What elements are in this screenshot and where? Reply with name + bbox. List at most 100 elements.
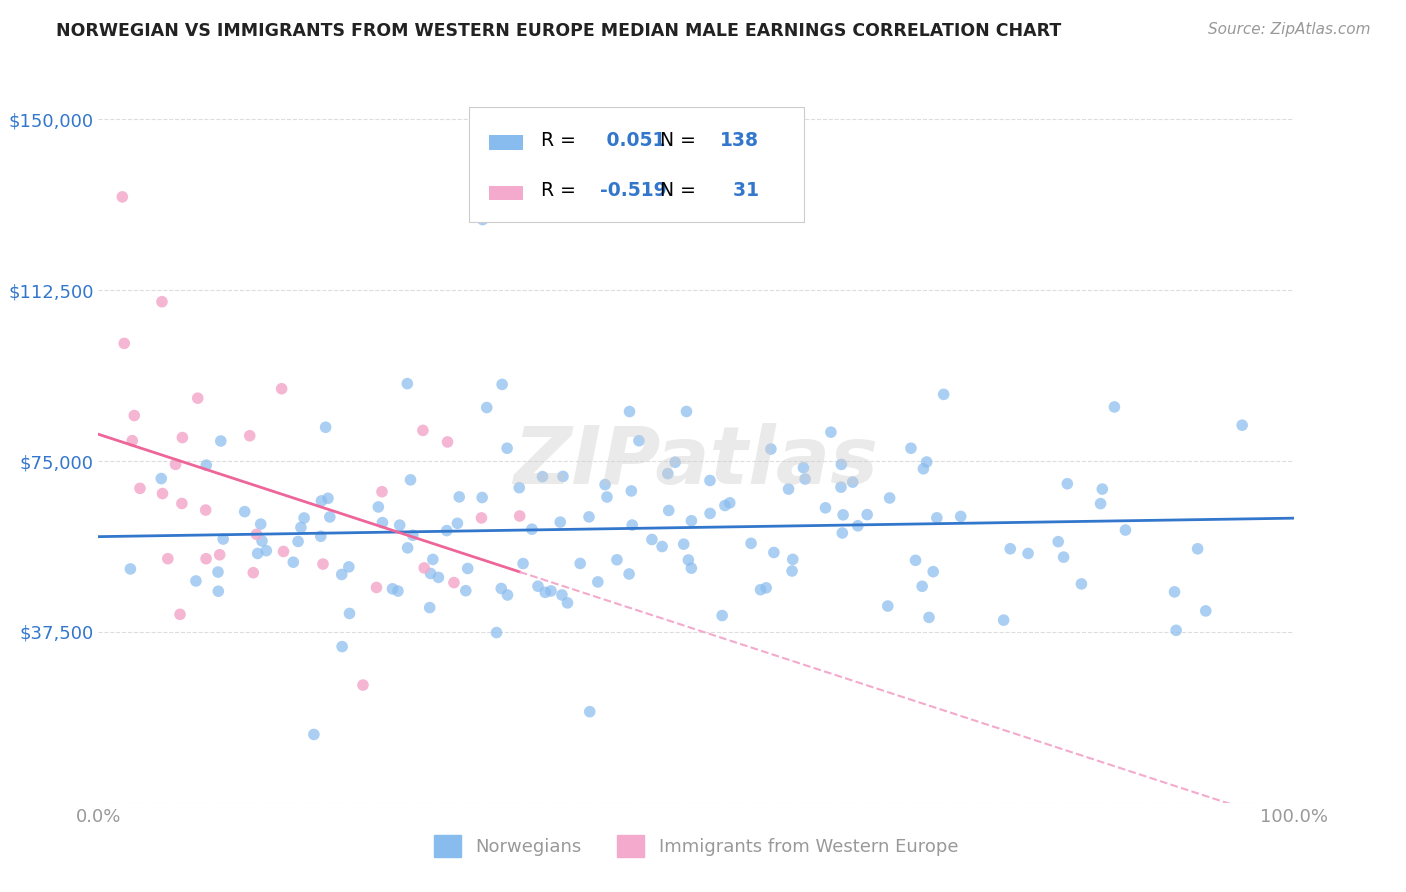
Point [129,481,152,495]
Point [681,514,703,528]
Point [249,517,271,532]
Point [593,477,616,491]
Point [388,518,411,533]
Point [780,564,803,578]
FancyBboxPatch shape [489,186,523,201]
FancyBboxPatch shape [489,136,523,150]
Point [475,401,498,415]
Point [814,500,837,515]
Point [302,727,325,741]
Point [831,525,853,540]
Point [551,588,574,602]
Point [396,541,419,555]
Text: 138: 138 [720,130,759,150]
Point [292,511,315,525]
Point [548,515,571,529]
Point [918,610,941,624]
Point [1163,585,1185,599]
Point [387,584,409,599]
Point [242,566,264,580]
Point [170,496,193,510]
Point [454,583,477,598]
Point [250,533,273,548]
Point [111,190,134,204]
Point [245,527,267,541]
Point [749,582,772,597]
Point [664,455,686,469]
Point [578,705,600,719]
Point [856,508,879,522]
Point [830,458,852,472]
Point [352,678,374,692]
Point [922,565,945,579]
Point [641,533,664,547]
Point [876,599,898,613]
Point [419,600,441,615]
Point [381,582,404,596]
Point [172,431,194,445]
Point [557,596,579,610]
Point [470,511,492,525]
Point [366,581,388,595]
Point [449,490,471,504]
Point [540,583,562,598]
Text: R =: R = [541,181,582,200]
Point [1230,418,1253,433]
Point [879,491,901,505]
Point [586,574,609,589]
Point [675,404,697,418]
Point [740,536,762,550]
Point [925,511,948,525]
Point [169,607,191,622]
Point [512,557,534,571]
Point [534,585,557,599]
Point [270,382,292,396]
Point [443,575,465,590]
Point [396,376,419,391]
Point [436,434,458,449]
Text: N =: N = [661,130,702,150]
Point [569,557,592,571]
Point [846,518,869,533]
Point [339,607,361,621]
Point [1056,476,1078,491]
Point [1047,534,1070,549]
Point [412,424,434,438]
Point [371,484,394,499]
Point [309,529,332,543]
Point [457,561,479,575]
Point [578,509,600,524]
Point [620,483,643,498]
Point [681,561,703,575]
Point [367,500,389,514]
Point [1000,541,1022,556]
Point [520,522,543,536]
Point [207,584,229,599]
Point [283,555,305,569]
Point [150,294,173,309]
Point [419,566,441,581]
Text: 31: 31 [720,181,759,200]
Point [755,581,778,595]
Point [606,553,628,567]
Point [1166,624,1188,638]
Point [820,425,842,439]
Point [1090,497,1112,511]
Point [491,377,513,392]
Point [841,475,863,489]
Point [485,625,508,640]
Point [718,496,741,510]
Point [508,481,530,495]
Point [911,579,934,593]
Point [915,455,938,469]
Point [233,505,256,519]
Point [422,552,444,566]
Point [287,534,309,549]
Point [619,404,641,418]
Point [330,640,353,654]
Point [436,524,458,538]
Point [832,508,855,522]
Point [399,473,422,487]
Point [246,546,269,560]
Point [371,516,394,530]
